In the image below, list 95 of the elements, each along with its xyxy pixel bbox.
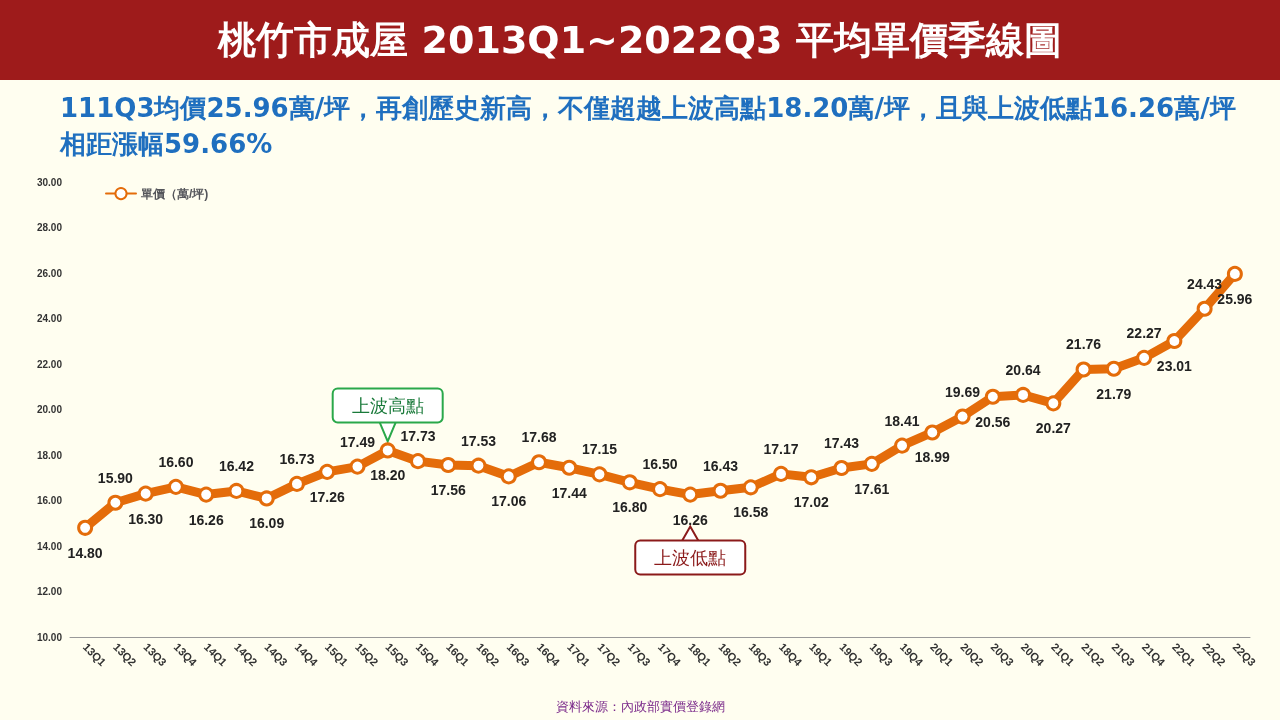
point [682,486,699,503]
point [1166,333,1183,350]
y-tick-label: 26.00 [36,267,63,279]
y-tick-label: 24.00 [36,313,63,324]
annotation: 上波低點 [654,547,727,569]
point [591,466,608,483]
data-label: 18.20 [370,467,406,484]
data-label: 20.64 [1005,361,1041,378]
point [1015,386,1032,403]
data-label: 14.80 [67,544,103,561]
point [954,408,971,425]
data-label: 16.50 [642,456,678,473]
point [1075,361,1092,378]
point [924,424,941,441]
point [833,459,850,476]
data-label: 18.41 [884,412,920,429]
data-label: 17.43 [824,434,860,451]
point [863,455,880,472]
point [319,463,336,480]
point [228,482,245,499]
point [470,457,487,474]
data-label: 16.09 [249,515,285,532]
point [77,519,94,536]
data-label: 17.49 [339,433,376,450]
data-label: 17.26 [309,488,345,505]
point [409,453,426,470]
data-label: 20.27 [1035,420,1072,437]
point [288,475,305,492]
data-label: 16.58 [733,504,769,521]
data-label: 17.44 [551,484,587,501]
data-label: 20.56 [975,413,1011,430]
data-label: 17.17 [763,440,799,457]
data-label: 21.79 [1096,385,1132,402]
point [773,465,790,482]
point [1136,349,1153,366]
y-tick-label: 14.00 [36,540,63,552]
point [440,457,457,474]
point [349,458,366,475]
point [803,469,820,486]
data-label: 21.76 [1066,336,1102,353]
data-label: 25.96 [1217,290,1253,307]
point [500,468,517,485]
point [258,490,275,507]
point [379,442,396,459]
data-label: 16.42 [218,457,255,474]
point [561,459,578,476]
annotation: 上波高點 [351,394,424,416]
point [984,388,1001,405]
legend-label: 單價（萬/坪) [140,186,209,201]
y-tick-label: 20.00 [36,404,63,415]
point [107,494,124,511]
point [530,454,547,471]
chart-subtitle: 111Q3均價25.96萬/坪，再創歷史新高，不僅超越上波高點18.20萬/坪，且與上波低點16.26萬/坪相距漲幅59.66% [58,92,1237,161]
data-label: 17.61 [854,480,890,497]
data-label: 23.01 [1156,358,1193,375]
data-label: 15.90 [97,469,134,486]
y-tick-label: 22.00 [36,358,63,370]
data-label: 17.06 [491,493,527,510]
point [167,478,184,495]
data-label: 17.68 [521,429,557,446]
y-tick-label: 30.00 [36,176,63,188]
y-tick-label: 16.00 [36,495,63,506]
point [1196,300,1213,317]
data-label: 16.26 [672,511,708,528]
point [1226,265,1243,282]
source-note: 資料來源：內政部實價登錄網 [554,698,726,716]
data-label: 24.43 [1187,275,1223,292]
data-label: 16.60 [158,453,194,470]
y-tick-label: 12.00 [36,586,63,597]
point [198,486,215,503]
data-label: 16.43 [702,457,739,474]
point [894,437,911,454]
data-label: 17.56 [430,482,466,499]
point [712,482,729,499]
data-label: 18.99 [914,449,951,466]
point [652,481,668,498]
data-label: 17.15 [581,441,618,458]
chart-title: 桃竹市成屋 2013Q1~2022Q3 平均單價季線圖 [0,0,1280,80]
data-label: 22.27 [1126,324,1162,341]
point [137,485,154,502]
data-label: 17.53 [460,432,497,449]
y-tick-label: 10.00 [36,631,63,643]
point [742,479,759,496]
data-label: 16.26 [188,511,224,528]
data-label: 17.02 [793,494,830,511]
point [621,474,638,491]
point [1045,395,1062,412]
data-label: 16.73 [279,450,315,467]
point [1105,360,1122,377]
data-label: 17.73 [400,428,436,445]
data-label: 16.30 [128,510,164,527]
y-tick-label: 18.00 [36,449,63,461]
data-label: 16.80 [612,499,648,516]
data-label: 19.69 [945,383,981,400]
y-tick-label: 28.00 [36,222,63,233]
